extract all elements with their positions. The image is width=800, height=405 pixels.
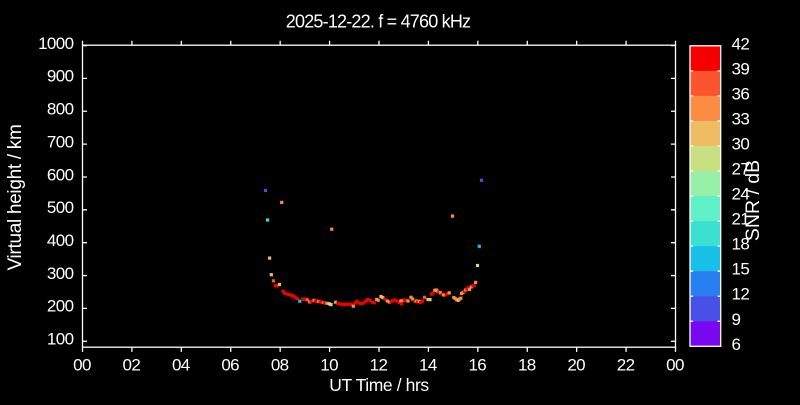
svg-text:30: 30 — [732, 135, 750, 154]
svg-text:2025-12-22. f = 4760 kHz: 2025-12-22. f = 4760 kHz — [286, 11, 471, 31]
svg-text:08: 08 — [271, 356, 289, 375]
svg-text:00: 00 — [666, 356, 684, 375]
svg-text:39: 39 — [732, 59, 750, 78]
svg-text:500: 500 — [47, 198, 74, 217]
svg-text:12: 12 — [370, 356, 388, 375]
svg-text:33: 33 — [732, 109, 750, 128]
svg-text:SNR / dB: SNR / dB — [742, 160, 764, 241]
svg-text:800: 800 — [47, 100, 74, 119]
svg-text:15: 15 — [732, 260, 750, 279]
svg-text:700: 700 — [47, 132, 74, 151]
svg-text:04: 04 — [172, 356, 190, 375]
svg-text:12: 12 — [732, 285, 750, 304]
svg-text:18: 18 — [518, 356, 536, 375]
svg-text:400: 400 — [47, 231, 74, 250]
svg-text:42: 42 — [732, 34, 750, 53]
svg-text:100: 100 — [47, 330, 74, 349]
svg-text:06: 06 — [221, 356, 239, 375]
svg-text:200: 200 — [47, 297, 74, 316]
svg-text:24: 24 — [732, 185, 750, 204]
svg-text:00: 00 — [73, 356, 91, 375]
svg-text:9: 9 — [732, 310, 741, 329]
svg-text:6: 6 — [732, 335, 741, 354]
svg-text:UT Time / hrs: UT Time / hrs — [329, 375, 429, 395]
svg-text:14: 14 — [419, 356, 437, 375]
svg-text:1000: 1000 — [38, 34, 74, 53]
svg-text:02: 02 — [123, 356, 141, 375]
svg-text:10: 10 — [320, 356, 338, 375]
svg-text:18: 18 — [732, 235, 750, 254]
svg-text:Virtual height / km: Virtual height / km — [5, 124, 26, 270]
svg-text:22: 22 — [617, 356, 635, 375]
svg-text:27: 27 — [732, 160, 750, 179]
svg-text:600: 600 — [47, 165, 74, 184]
svg-text:21: 21 — [732, 210, 750, 229]
svg-text:16: 16 — [468, 356, 486, 375]
svg-text:20: 20 — [567, 356, 585, 375]
svg-text:300: 300 — [47, 264, 74, 283]
svg-text:900: 900 — [47, 67, 74, 86]
svg-text:36: 36 — [732, 84, 750, 103]
